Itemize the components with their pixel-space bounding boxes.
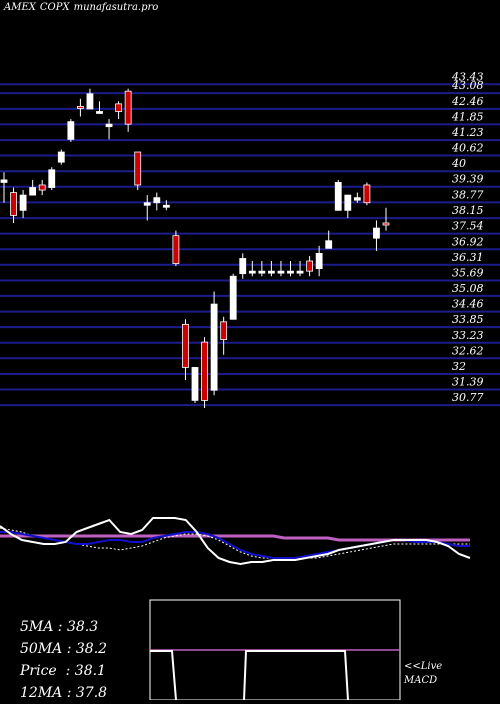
y-tick-label: 42.46 [451,95,484,108]
price-label: Price : 38.1 [20,663,106,679]
candle-body [134,151,142,186]
candle-body [325,240,333,249]
site-label: munafasutra.pro [73,2,159,13]
candle-body [77,106,84,109]
candle-body [267,270,275,274]
candle-body [277,270,285,274]
grid-lines [0,83,500,407]
y-tick-label: 34.46 [452,298,484,311]
macd-panel [0,517,471,566]
volume-step [150,650,177,700]
candle-body [353,197,361,201]
candle-body [373,227,380,239]
y-tick-label: 36.31 [452,251,484,264]
y-tick-label: 30.77 [452,391,484,404]
candle-body [220,321,228,340]
candle-body [57,151,65,163]
macd-label: MACD [404,675,438,686]
candle-body [210,303,218,391]
symbol-label: COPX [39,2,70,13]
y-tick-label: 38.77 [452,188,484,201]
candle-body [287,270,294,274]
y-tick-label: 41.85 [451,110,484,123]
candle-body [382,222,390,226]
y-tick-label: 35.69 [452,266,484,279]
y-tick-label: 40.62 [451,142,484,155]
y-tick-label: 32 [452,360,466,373]
candle-body [143,202,151,206]
y-tick-label: 31.39 [452,375,484,388]
y-tick-label: 43.08 [451,79,484,92]
y-tick-label: 33.23 [452,329,484,342]
y-tick-label: 35.08 [452,282,484,295]
candle-body [162,204,170,208]
candle-body [306,260,314,272]
macd-price-line [0,517,471,566]
y-tick-label: 36.92 [452,235,484,248]
candle-body [105,123,113,128]
candle-body [248,270,256,274]
ma50-label: 50MA : 38.2 [20,641,108,657]
live-macd-label: <<Live MACD [404,660,442,688]
volume-lines [150,649,400,700]
candle-body [153,197,161,204]
candle-body [172,235,180,264]
volume-step [243,650,349,700]
y-tick-label: 32.62 [452,344,484,357]
candle-body [229,275,237,320]
candles [0,88,390,408]
y-tick-label: 40 [451,157,466,170]
candle-body [258,270,266,274]
ma5-label: 5MA : 38.3 [20,619,99,635]
indicator-labels: 5MA : 38.3 50MA : 38.2 Price : 38.1 12MA… [20,616,107,704]
candle-body [29,187,37,196]
candle-body [67,121,75,140]
live-label: <<Live [404,661,443,672]
candle-body [124,90,132,125]
y-tick-label: 43.43 [451,70,484,83]
y-tick-label: 39.39 [452,173,484,186]
candle-body [19,194,27,211]
chart-title: AMEX COPX munafasutra.pro [4,2,162,13]
candle-body [182,323,189,368]
candle-body [296,270,304,274]
candle-body [38,184,46,191]
candle-body [363,184,371,204]
candle-body [48,169,56,188]
candle-body [10,192,17,216]
candle-body [96,111,103,114]
ma12-label: 12MA : 37.8 [20,685,108,701]
candle-body [315,253,323,270]
candle-body [239,258,247,275]
candle-body [201,341,208,401]
candle-body [344,194,352,211]
y-tick-label: 33.85 [452,313,484,326]
y-tick-label: 38.15 [452,204,484,217]
candle-body [115,103,122,112]
y-tick-label: 41.23 [451,126,484,139]
candle-body [0,179,8,183]
y-tick-label: 37.54 [452,220,484,233]
candle-body [86,93,94,110]
candle-body [191,367,199,401]
exchange-label: AMEX [4,2,36,13]
candle-body [334,182,342,211]
